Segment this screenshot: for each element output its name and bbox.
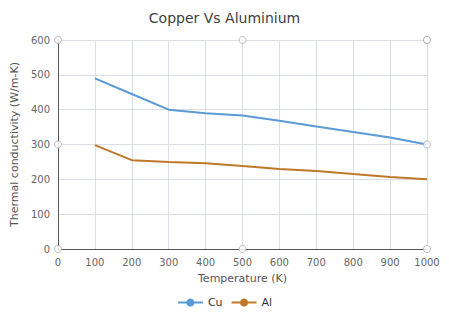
svg-text:600: 600 — [31, 35, 50, 46]
svg-text:500: 500 — [31, 69, 50, 80]
svg-text:900: 900 — [381, 257, 400, 268]
svg-text:600: 600 — [270, 257, 289, 268]
svg-text:400: 400 — [31, 104, 50, 115]
svg-text:Al: Al — [262, 296, 273, 309]
svg-text:100: 100 — [31, 209, 50, 220]
svg-text:Thermal conductivity (W/m-K): Thermal conductivity (W/m-K) — [8, 62, 21, 228]
svg-text:300: 300 — [159, 257, 178, 268]
svg-text:800: 800 — [344, 257, 363, 268]
svg-text:Cu: Cu — [208, 296, 223, 309]
svg-text:300: 300 — [31, 139, 50, 150]
svg-text:0: 0 — [55, 257, 61, 268]
svg-text:0: 0 — [44, 244, 50, 255]
svg-text:200: 200 — [31, 174, 50, 185]
svg-text:Copper Vs Aluminium: Copper Vs Aluminium — [149, 10, 300, 26]
svg-text:700: 700 — [307, 257, 326, 268]
svg-text:Temperature (K): Temperature (K) — [197, 272, 287, 285]
svg-text:400: 400 — [196, 257, 215, 268]
svg-text:100: 100 — [85, 257, 104, 268]
svg-text:500: 500 — [233, 257, 252, 268]
svg-text:1000: 1000 — [414, 257, 439, 268]
svg-text:200: 200 — [122, 257, 141, 268]
